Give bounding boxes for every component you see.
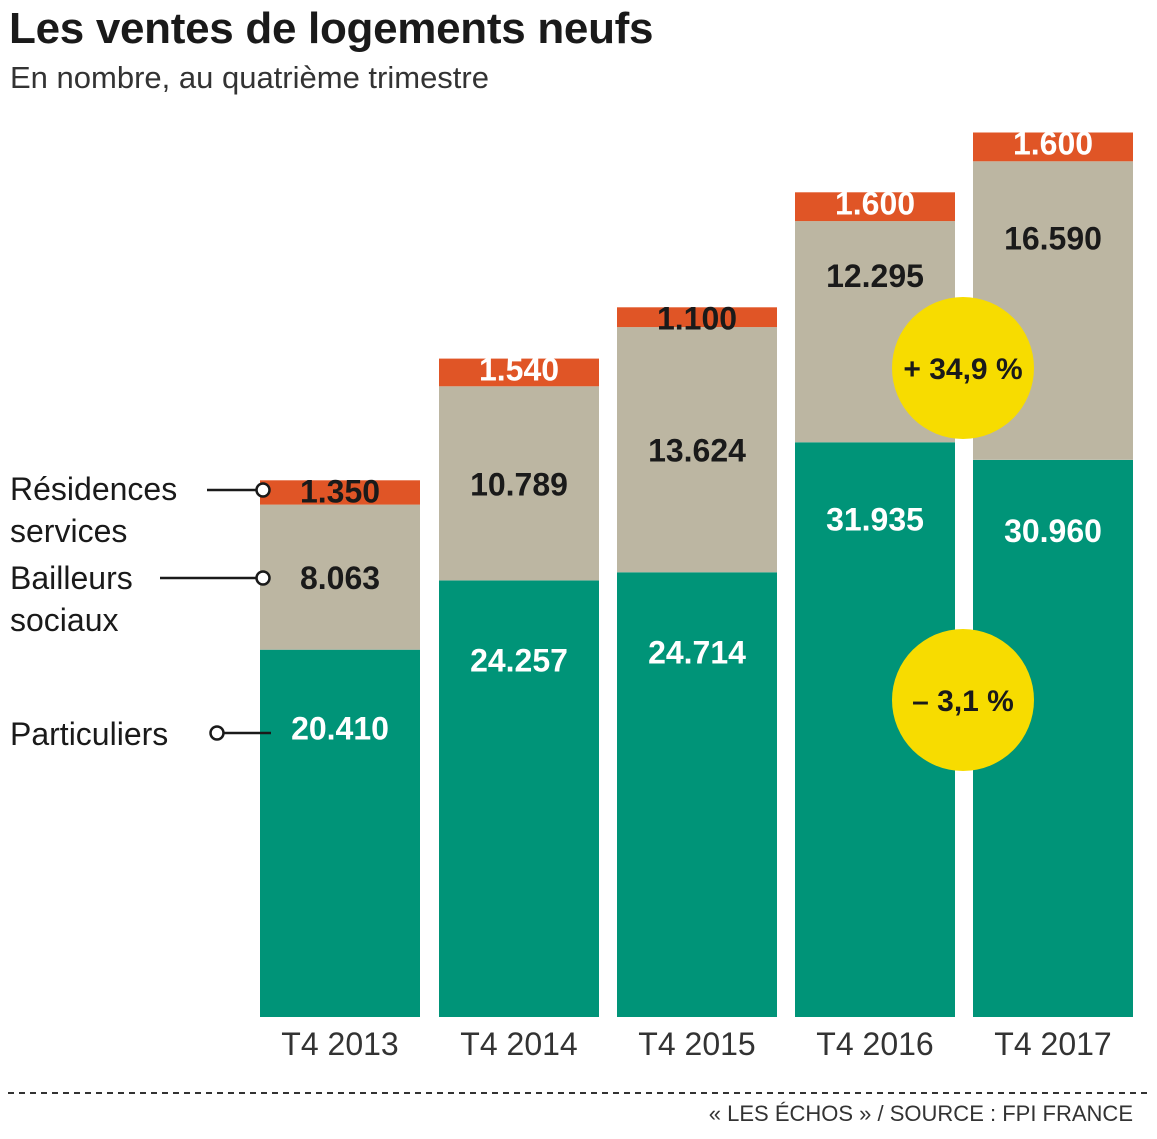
bar-segment	[973, 132, 1133, 162]
data-label: 1.100	[657, 300, 737, 336]
data-label: 24.714	[648, 634, 746, 670]
category-label: T4 2015	[638, 1026, 755, 1062]
legend-label: Particuliers	[10, 716, 168, 752]
data-label: 24.257	[470, 643, 568, 679]
data-label: 1.350	[300, 473, 380, 509]
legend-label-line: services	[10, 513, 127, 549]
chart-subtitle: En nombre, au quatrième trimestre	[10, 60, 489, 95]
bar-segment	[260, 504, 420, 650]
data-label: 8.063	[300, 560, 380, 596]
source-note: « LES ÉCHOS » / SOURCE : FPI FRANCE	[708, 1101, 1133, 1126]
legend-label-line: Bailleurs	[10, 560, 133, 596]
bar-segment	[260, 649, 420, 1017]
bar-segment	[439, 580, 599, 1017]
legend-marker	[255, 482, 271, 498]
data-label: 1.540	[479, 352, 559, 388]
change-badge	[892, 297, 1034, 439]
data-label: 10.789	[470, 466, 568, 502]
data-label: 13.624	[648, 433, 746, 469]
category-label: T4 2017	[994, 1026, 1111, 1062]
change-badge-label: – 3,1 %	[912, 685, 1014, 718]
legend-marker	[255, 570, 271, 586]
bar-segment	[439, 358, 599, 387]
change-badge	[892, 629, 1034, 771]
data-label: 20.410	[291, 711, 389, 747]
bar-segment	[617, 307, 777, 328]
bar-segment	[617, 327, 777, 573]
category-label: T4 2014	[460, 1026, 577, 1062]
data-label: 1.600	[1013, 126, 1093, 162]
data-label: 16.590	[1004, 220, 1102, 256]
bar-segment	[617, 572, 777, 1017]
bar-segment	[795, 192, 955, 222]
data-label: 12.295	[826, 258, 924, 294]
legend-marker	[209, 725, 225, 741]
category-label: T4 2013	[281, 1026, 398, 1062]
category-label: T4 2016	[816, 1026, 933, 1062]
legend-label-line: sociaux	[10, 602, 119, 638]
change-badge-label: + 34,9 %	[903, 353, 1022, 386]
chart-title: Les ventes de logements neufs	[9, 4, 654, 53]
bar-segment	[260, 480, 420, 505]
legend-label: Bailleurs sociaux	[10, 560, 133, 638]
data-label: 1.600	[835, 185, 915, 221]
legend-label: Résidences services	[10, 471, 177, 549]
data-label: 31.935	[826, 501, 924, 537]
bar-segment	[439, 386, 599, 581]
data-label: 30.960	[1004, 513, 1102, 549]
legend-label-line: Résidences	[10, 471, 177, 507]
